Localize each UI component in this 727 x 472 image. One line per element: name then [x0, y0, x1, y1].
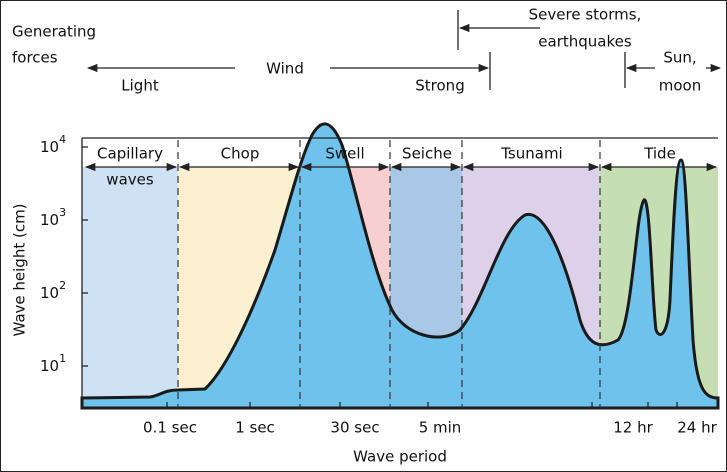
tick-base: 10 — [40, 211, 59, 229]
tick-exp: 1 — [59, 352, 66, 365]
force-label: Wind — [266, 60, 304, 78]
y-tick-label: 103 — [40, 206, 66, 229]
tick-exp: 3 — [59, 206, 66, 219]
force-arrows — [86, 10, 722, 90]
tick-base: 10 — [40, 357, 59, 375]
region-label: waves — [106, 171, 154, 189]
tick-base: 10 — [40, 138, 59, 156]
force-label: Severe storms, — [529, 6, 642, 24]
header-text: Generating — [12, 23, 96, 41]
tick-exp: 2 — [59, 279, 66, 292]
region-label: Swell — [325, 145, 364, 163]
y-tick-label: 104 — [40, 133, 66, 156]
y-axis-title: Wave height (cm) — [11, 203, 29, 336]
region-label: Tide — [643, 145, 676, 163]
tick-exp: 4 — [59, 133, 66, 146]
x-tick-label: 1 sec — [235, 419, 275, 437]
y-tick-label: 101 — [40, 352, 66, 375]
region-label: Chop — [221, 145, 260, 163]
force-label: Sun, — [663, 49, 696, 67]
x-tick-label: 0.1 sec — [143, 419, 197, 437]
x-axis-title: Wave period — [353, 448, 447, 466]
x-tick-label: 24 hr — [677, 419, 717, 437]
region-label: Tsunami — [500, 145, 562, 163]
force-label: Strong — [415, 77, 464, 95]
x-tick-label: 5 min — [419, 419, 462, 437]
force-label: Light — [121, 77, 159, 95]
force-label: earthquakes — [538, 33, 632, 51]
region-label: Capillary — [97, 145, 163, 163]
region-bg — [82, 167, 178, 408]
region-label: Seiche — [402, 145, 452, 163]
y-tick-label: 102 — [40, 279, 66, 302]
plot-frame — [81, 137, 718, 409]
dividers — [177, 140, 601, 408]
header-text: forces — [12, 49, 58, 67]
tick-base: 10 — [40, 284, 59, 302]
x-tick-label: 30 sec — [330, 419, 379, 437]
x-tick-label: 12 hr — [613, 419, 653, 437]
force-label: moon — [659, 77, 701, 95]
x-tick-labels: 0.1 sec 1 sec 30 sec 5 min 12 hr 24 hr — [143, 419, 718, 437]
